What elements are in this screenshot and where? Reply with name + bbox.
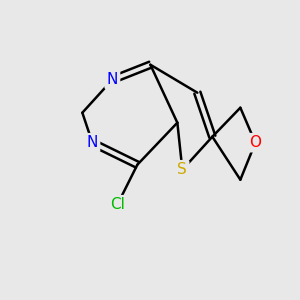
Text: N: N (107, 72, 118, 87)
Text: S: S (178, 162, 187, 177)
Text: N: N (87, 135, 98, 150)
Text: Cl: Cl (110, 197, 125, 212)
Text: O: O (249, 135, 261, 150)
